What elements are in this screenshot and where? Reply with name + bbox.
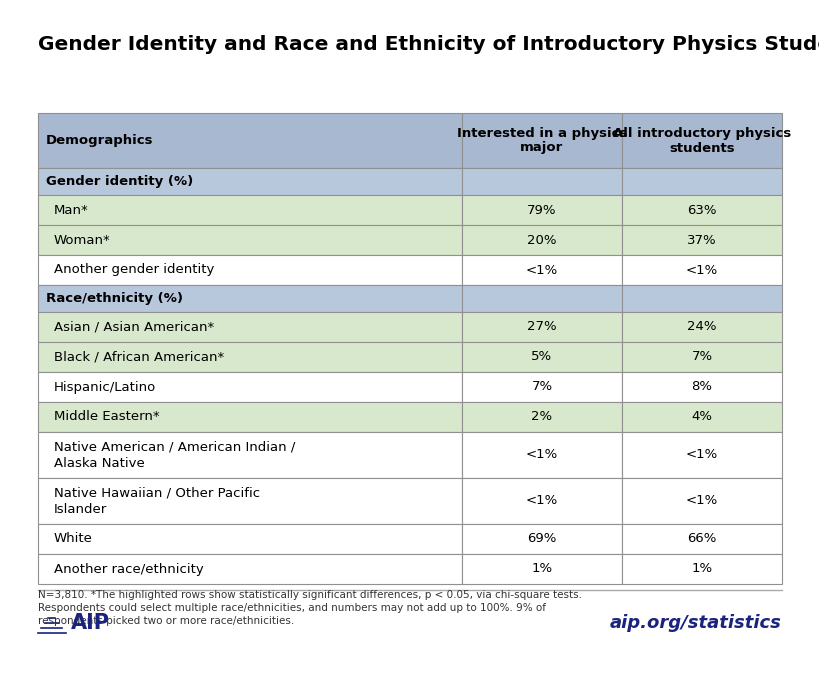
Text: <1%: <1% xyxy=(525,494,558,508)
Text: <1%: <1% xyxy=(525,264,558,277)
Text: Gender identity (%): Gender identity (%) xyxy=(46,175,193,188)
Bar xyxy=(38,432,461,478)
Text: AIP: AIP xyxy=(71,613,110,633)
Text: Woman*: Woman* xyxy=(54,233,111,247)
Text: Hispanic/Latino: Hispanic/Latino xyxy=(54,380,156,393)
Bar xyxy=(461,402,622,432)
Bar xyxy=(461,478,622,524)
Bar xyxy=(38,372,461,402)
Text: <1%: <1% xyxy=(685,494,717,508)
Text: Race/ethnicity (%): Race/ethnicity (%) xyxy=(46,292,183,305)
Bar xyxy=(622,113,781,168)
Text: All introductory physics
students: All introductory physics students xyxy=(612,127,790,155)
Text: Another race/ethnicity: Another race/ethnicity xyxy=(54,563,203,576)
Bar xyxy=(38,402,461,432)
Text: Black / African American*: Black / African American* xyxy=(54,351,224,363)
Bar xyxy=(461,372,622,402)
Bar xyxy=(38,554,461,584)
Text: <1%: <1% xyxy=(685,264,717,277)
Text: 79%: 79% xyxy=(527,203,556,216)
Bar xyxy=(622,524,781,554)
Text: 66%: 66% xyxy=(686,532,716,546)
Bar xyxy=(622,402,781,432)
Text: 4%: 4% xyxy=(690,410,712,424)
Text: 1%: 1% xyxy=(690,563,712,576)
Bar xyxy=(622,478,781,524)
Bar xyxy=(622,195,781,225)
Text: 20%: 20% xyxy=(527,233,556,247)
Bar xyxy=(622,285,781,312)
Text: Native American / American Indian /
Alaska Native: Native American / American Indian / Alas… xyxy=(54,440,295,470)
Bar xyxy=(38,524,461,554)
Bar xyxy=(461,285,622,312)
Bar xyxy=(622,312,781,342)
Text: 63%: 63% xyxy=(686,203,716,216)
Bar xyxy=(461,554,622,584)
Bar xyxy=(622,342,781,372)
Bar xyxy=(461,195,622,225)
Bar xyxy=(38,312,461,342)
Bar xyxy=(461,524,622,554)
Bar xyxy=(622,225,781,255)
Text: 5%: 5% xyxy=(531,351,552,363)
Bar xyxy=(38,478,461,524)
Bar xyxy=(38,342,461,372)
Text: White: White xyxy=(54,532,93,546)
Bar xyxy=(461,432,622,478)
Bar xyxy=(38,195,461,225)
Bar xyxy=(622,255,781,285)
Bar xyxy=(38,255,461,285)
Text: Another gender identity: Another gender identity xyxy=(54,264,214,277)
Bar xyxy=(461,255,622,285)
Bar xyxy=(461,168,622,195)
Text: 27%: 27% xyxy=(527,321,556,334)
Bar xyxy=(38,168,461,195)
Bar xyxy=(461,113,622,168)
Text: 7%: 7% xyxy=(531,380,552,393)
Bar xyxy=(461,225,622,255)
Bar xyxy=(622,168,781,195)
Bar xyxy=(622,554,781,584)
Text: Man*: Man* xyxy=(54,203,88,216)
Text: 8%: 8% xyxy=(690,380,712,393)
Text: Gender Identity and Race and Ethnicity of Introductory Physics Students: Gender Identity and Race and Ethnicity o… xyxy=(38,35,819,54)
Text: <1%: <1% xyxy=(685,449,717,462)
Bar xyxy=(38,285,461,312)
Text: Native Hawaiian / Other Pacific
Islander: Native Hawaiian / Other Pacific Islander xyxy=(54,486,260,516)
Text: 2%: 2% xyxy=(531,410,552,424)
Bar xyxy=(38,113,461,168)
Text: 24%: 24% xyxy=(686,321,716,334)
Text: 1%: 1% xyxy=(531,563,552,576)
Text: Interested in a physics
major: Interested in a physics major xyxy=(456,127,627,155)
Bar xyxy=(622,432,781,478)
Bar xyxy=(461,342,622,372)
Text: 37%: 37% xyxy=(686,233,716,247)
Text: Demographics: Demographics xyxy=(46,134,153,147)
Text: 69%: 69% xyxy=(527,532,556,546)
Text: <1%: <1% xyxy=(525,449,558,462)
Text: aip.org/statistics: aip.org/statistics xyxy=(609,614,781,632)
Bar xyxy=(461,312,622,342)
Text: N=3,810. *The highlighted rows show statistically significant differences, p < 0: N=3,810. *The highlighted rows show stat… xyxy=(38,590,581,626)
Text: Middle Eastern*: Middle Eastern* xyxy=(54,410,160,424)
Bar xyxy=(622,372,781,402)
Bar xyxy=(38,225,461,255)
Text: Asian / Asian American*: Asian / Asian American* xyxy=(54,321,214,334)
Text: 7%: 7% xyxy=(690,351,712,363)
